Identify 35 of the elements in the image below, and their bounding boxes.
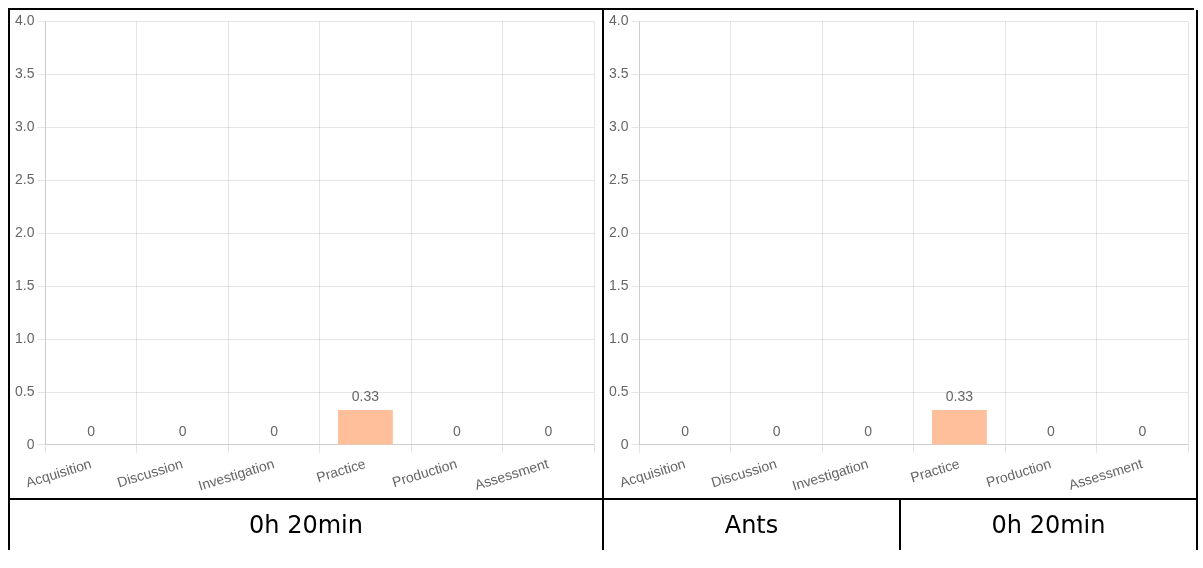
text: Ants [723, 510, 780, 541]
y-tick-label: 1.5 [608, 276, 629, 293]
data-label: 0 [1138, 422, 1147, 439]
y-tick-label: 2.5 [608, 171, 629, 188]
y-tick-label: 3.5 [608, 65, 629, 82]
data-label: 0 [681, 422, 690, 439]
y-tick-label: 3.0 [608, 118, 629, 135]
y-tick-label: 0.5 [608, 382, 629, 399]
y-tick-label: 0 [620, 435, 629, 452]
y-tick-label: 4.0 [14, 12, 35, 29]
y-tick-label: 4.0 [608, 12, 629, 29]
data-label: 0 [864, 422, 873, 439]
data-label: 0 [544, 422, 553, 439]
y-tick-label: 2.5 [14, 171, 35, 188]
y-tick-label: 0 [26, 435, 35, 452]
text: 0h 20min [10, 500, 602, 550]
y-tick-label: 0.5 [14, 382, 35, 399]
y-tick-label: 2.0 [608, 224, 629, 241]
data-label: 0 [178, 422, 187, 439]
y-tick-label: 1.5 [14, 276, 35, 293]
text: 0h 20min [899, 500, 1196, 550]
data-label: 0.33 [945, 387, 974, 404]
y-tick-label: 1.0 [608, 329, 629, 346]
data-label: 0 [1046, 422, 1055, 439]
x-tick-label: Practice [314, 455, 368, 486]
data-label: 0 [772, 422, 781, 439]
data-label: 0 [87, 422, 96, 439]
y-tick-label: 1.0 [14, 329, 35, 346]
y-tick-label: 3.5 [14, 65, 35, 82]
data-label: 0.33 [351, 387, 380, 404]
data-label: 0 [270, 422, 279, 439]
data-label: 0 [452, 422, 461, 439]
y-tick-label: 3.0 [14, 118, 35, 135]
x-tick-label: Practice [908, 455, 962, 486]
y-tick-label: 2.0 [14, 224, 35, 241]
